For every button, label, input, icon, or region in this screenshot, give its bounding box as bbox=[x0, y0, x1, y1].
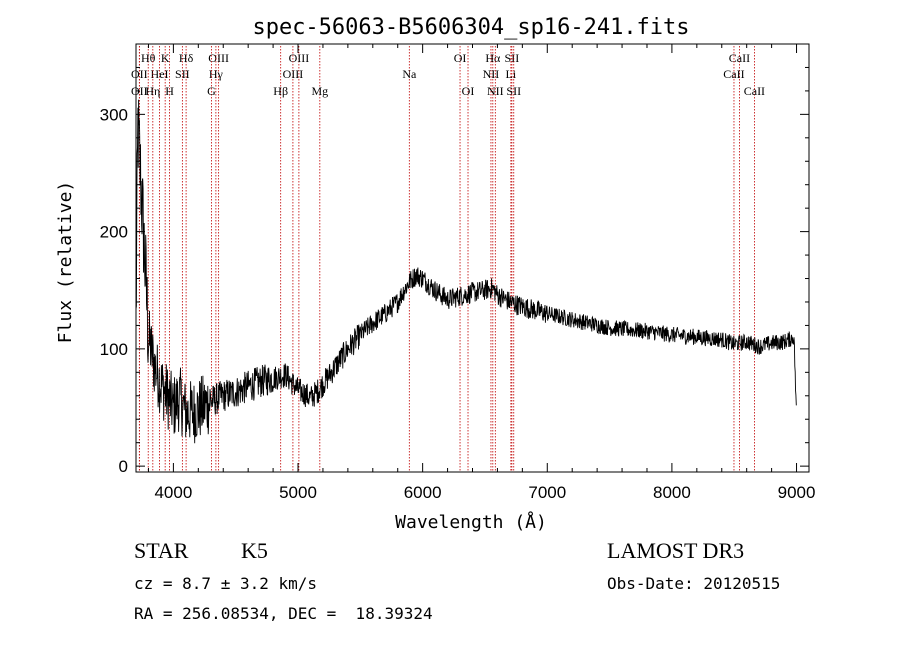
observation-date: Obs-Date: 20120515 bbox=[607, 574, 781, 593]
x-tick-label-5: 9000 bbox=[778, 483, 816, 502]
line-label-11: G bbox=[207, 84, 216, 98]
line-label-24: SII bbox=[506, 84, 521, 98]
survey-name: LAMOST DR3 bbox=[607, 538, 745, 563]
line-label-6: Hδ bbox=[179, 51, 194, 65]
y-tick-label-1: 100 bbox=[100, 340, 128, 359]
object-subclass: K5 bbox=[241, 538, 268, 563]
x-tick-label-3: 7000 bbox=[528, 483, 566, 502]
redshift-velocity: cz = 8.7 ± 3.2 km/s bbox=[134, 574, 318, 593]
line-label-18: OI bbox=[462, 84, 475, 98]
spectrum-line bbox=[135, 99, 797, 444]
line-label-20: NII bbox=[483, 67, 500, 81]
sky-coordinates: RA = 256.08534, DEC = 18.39324 bbox=[134, 604, 433, 623]
plot-frame bbox=[135, 43, 810, 473]
line-label-17: OI bbox=[454, 51, 467, 65]
x-tick-label-2: 6000 bbox=[404, 483, 442, 502]
line-label-14: Hβ bbox=[273, 84, 288, 98]
line-label-9: OIII bbox=[208, 51, 229, 65]
axis-ticks: 4000 5000 6000 7000 8000 9000 0 100 200 300 bbox=[100, 44, 816, 502]
line-label-26: CaII bbox=[723, 67, 744, 81]
x-axis-label: Wavelength (Å) bbox=[395, 511, 547, 533]
line-label-13: OIII bbox=[283, 67, 304, 81]
line-label-12: OIII bbox=[289, 51, 310, 65]
x-tick-label-0: 4000 bbox=[154, 483, 192, 502]
line-label-5: Hη bbox=[145, 84, 160, 98]
line-label-8: H bbox=[165, 84, 174, 98]
line-label-21: NII bbox=[487, 84, 504, 98]
object-class: STAR bbox=[134, 538, 189, 563]
line-label-4: HeI bbox=[151, 67, 169, 81]
line-label-22: SII bbox=[505, 51, 520, 65]
line-label-7: SII bbox=[175, 67, 190, 81]
line-label-25: CaII bbox=[729, 51, 750, 65]
line-label-3: K bbox=[161, 51, 170, 65]
y-tick-label-3: 300 bbox=[100, 105, 128, 124]
line-label-10: Hγ bbox=[209, 67, 224, 81]
line-label-27: CaII bbox=[744, 84, 765, 98]
spectrum-series bbox=[135, 99, 797, 444]
line-label-0: Hθ bbox=[141, 51, 156, 65]
line-label-16: Na bbox=[402, 67, 417, 81]
line-label-23: Li bbox=[506, 67, 517, 81]
y-axis-label: Flux (relative) bbox=[55, 181, 76, 344]
line-label-19: Hα bbox=[485, 51, 501, 65]
line-label-15: Mg bbox=[311, 84, 328, 98]
y-tick-label-2: 200 bbox=[100, 223, 128, 242]
x-tick-label-1: 5000 bbox=[279, 483, 317, 502]
y-tick-label-0: 0 bbox=[119, 457, 128, 476]
chart-title: spec-56063-B5606304_sp16-241.fits bbox=[252, 15, 689, 40]
x-tick-label-4: 8000 bbox=[653, 483, 691, 502]
